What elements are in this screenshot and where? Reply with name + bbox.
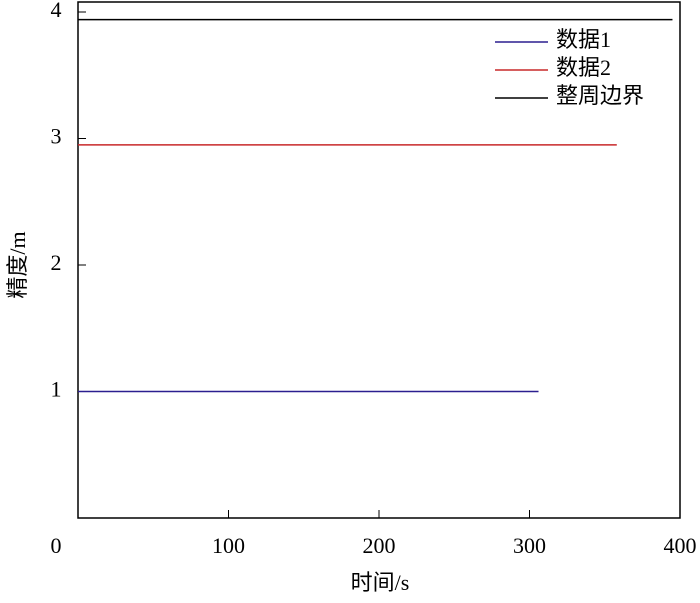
- x-tick-label: 300: [513, 533, 546, 558]
- legend-label: 数据1: [556, 27, 611, 52]
- x-tick-label: 100: [212, 533, 245, 558]
- y-tick-label: 4: [51, 0, 62, 22]
- x-tick-label: 400: [664, 533, 697, 558]
- legend-label: 数据2: [556, 55, 611, 80]
- x-tick-label: 200: [363, 533, 396, 558]
- legend-label: 整周边界: [556, 83, 644, 108]
- y-axis-label: 精度/m: [5, 231, 30, 298]
- y-tick-label: 2: [51, 250, 62, 275]
- y-tick-label: 3: [51, 124, 62, 149]
- x-axis-label: 时间/s: [351, 570, 410, 595]
- x-tick-label: 0: [51, 533, 62, 558]
- y-tick-label: 1: [51, 377, 62, 402]
